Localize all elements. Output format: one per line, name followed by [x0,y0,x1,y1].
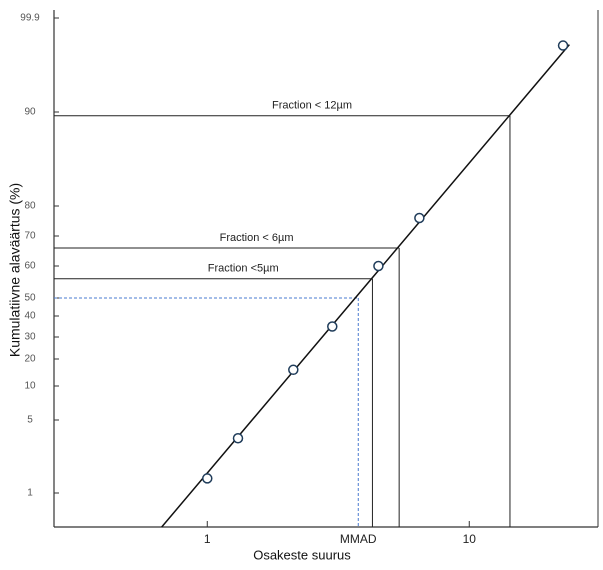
y-tick-label: 20 [24,354,36,365]
y-tick-label: 10 [24,381,36,392]
data-point [202,473,213,484]
fit-line [161,44,570,528]
data-point [373,260,384,272]
y-tick-label: 1 [27,488,33,499]
data-point [414,212,425,224]
y-axis-title: Kumulatiivne alaväärtus (%) [7,183,23,357]
y-tick-label: 60 [24,261,36,272]
y-tick-label: 80 [24,201,36,212]
y-tick-label: 99.9 [20,13,40,24]
y-tick-label: 50 [24,293,36,304]
guide-label: MMAD [340,532,377,546]
guide-label: Fraction < 12µm [272,100,352,112]
data-point [232,433,244,444]
x-tick-label: 1 [204,532,211,546]
y-tick-label: 90 [24,107,36,118]
y-tick-label: 5 [27,415,33,426]
x-axis-title: Osakeste suurus [253,547,351,562]
guide-label: Fraction < 6µm [220,232,294,244]
y-tick-label: 40 [24,311,36,322]
data-point [288,364,299,376]
y-tick-label: 70 [24,231,36,242]
x-tick-label: 10 [463,532,477,546]
data-point [327,321,338,332]
y-tick-label: 30 [24,332,36,343]
data-point [557,40,569,51]
guide-label: Fraction <5µm [208,263,279,275]
